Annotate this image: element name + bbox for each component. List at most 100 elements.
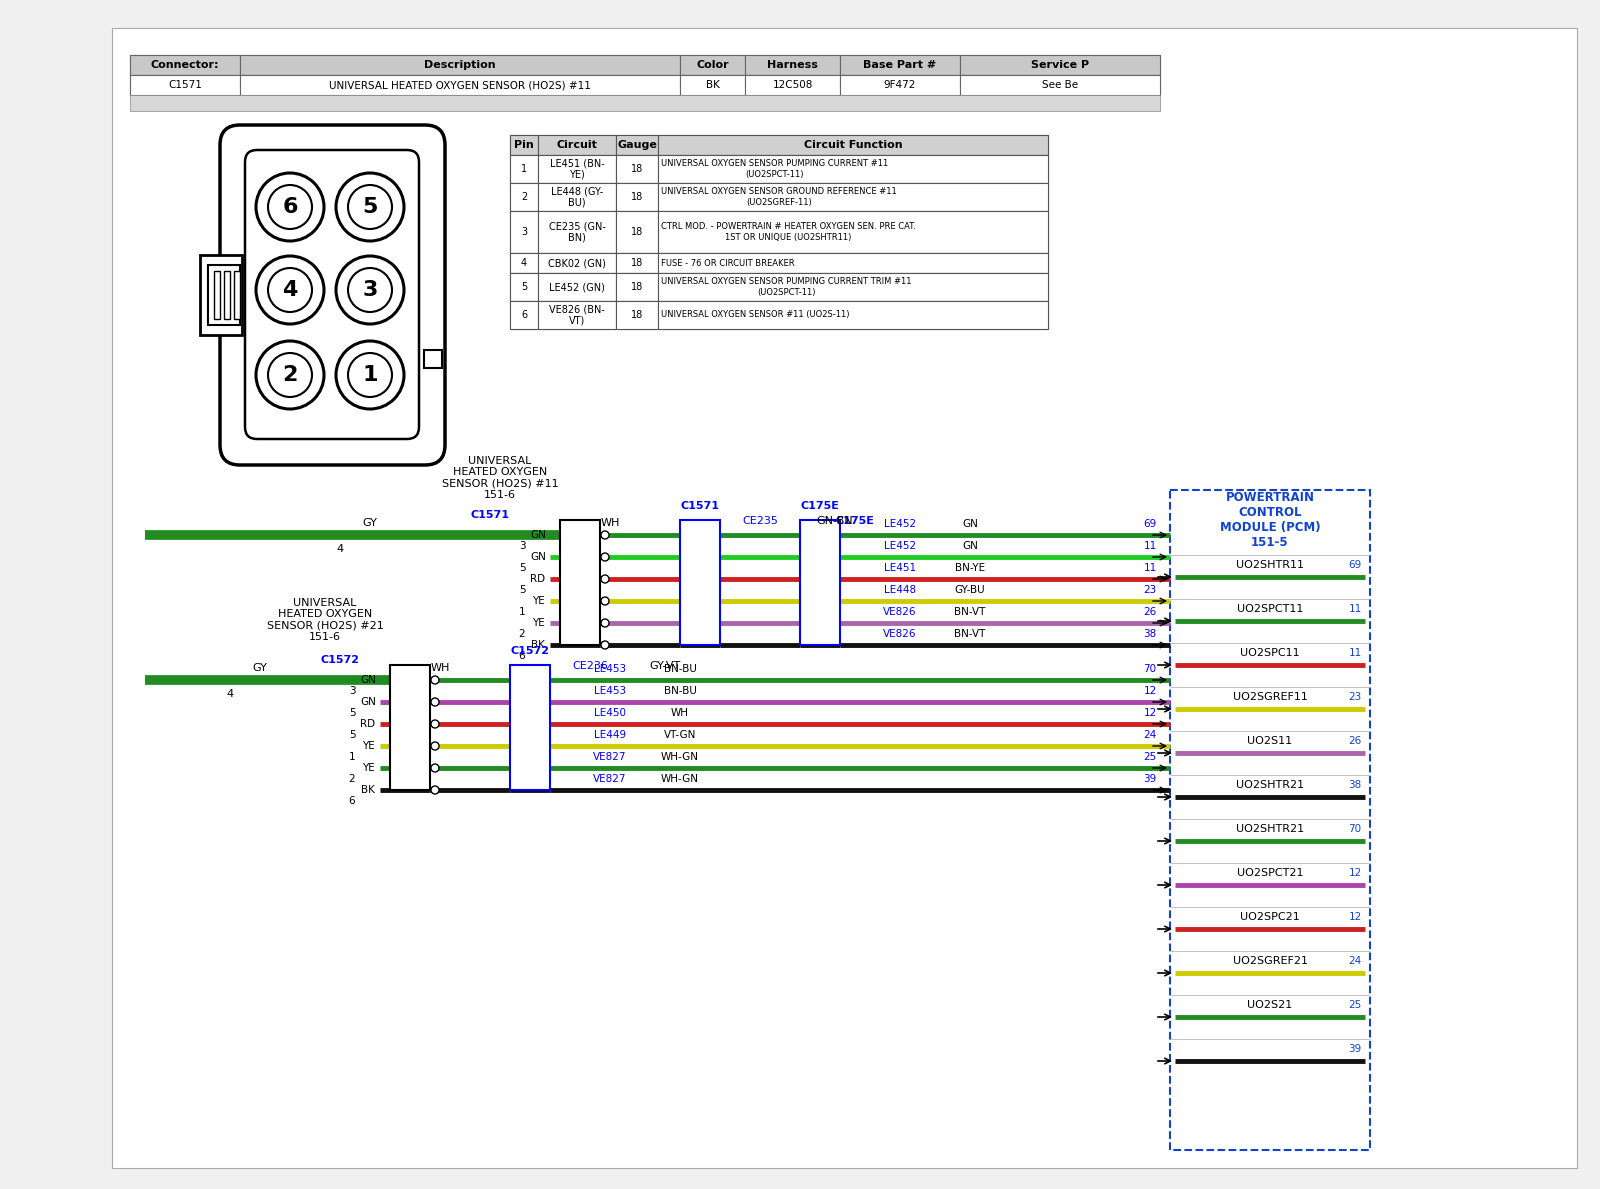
Circle shape: [336, 341, 403, 409]
Text: GN: GN: [360, 675, 376, 685]
Circle shape: [602, 597, 610, 605]
Text: Circuit: Circuit: [557, 140, 597, 150]
Text: GY-VT: GY-VT: [650, 661, 680, 671]
Text: 5: 5: [518, 585, 525, 594]
Text: YE: YE: [531, 596, 544, 606]
FancyBboxPatch shape: [424, 350, 442, 369]
Text: 5: 5: [349, 707, 355, 718]
Text: FUSE - 76 OR CIRCUIT BREAKER: FUSE - 76 OR CIRCUIT BREAKER: [661, 258, 795, 268]
Text: 18: 18: [630, 191, 643, 202]
Text: C1572: C1572: [510, 646, 549, 656]
Circle shape: [269, 185, 312, 229]
Text: VE827: VE827: [594, 751, 627, 762]
Text: Connector:: Connector:: [150, 59, 219, 70]
Circle shape: [349, 268, 392, 312]
Text: WH: WH: [670, 707, 690, 718]
Text: CTRL MOD. - POWERTRAIN # HEATER OXYGEN SEN. PRE CAT.
1ST OR UNIQUE (UO2SHTR11): CTRL MOD. - POWERTRAIN # HEATER OXYGEN S…: [661, 222, 915, 241]
FancyBboxPatch shape: [538, 301, 616, 329]
Text: 70: 70: [1349, 824, 1362, 833]
Circle shape: [430, 786, 438, 794]
Text: 4: 4: [336, 545, 344, 554]
Text: 4: 4: [522, 258, 526, 268]
Text: RD: RD: [531, 574, 546, 584]
Text: 2: 2: [282, 365, 298, 385]
Text: 25: 25: [1144, 751, 1157, 762]
Text: C1571: C1571: [168, 80, 202, 90]
Text: 24: 24: [1349, 956, 1362, 965]
FancyBboxPatch shape: [616, 183, 658, 210]
FancyBboxPatch shape: [746, 75, 840, 95]
Text: 12: 12: [1144, 707, 1157, 718]
Text: LE448: LE448: [883, 585, 917, 594]
Circle shape: [430, 742, 438, 750]
FancyBboxPatch shape: [616, 155, 658, 183]
Text: BN-VT: BN-VT: [954, 608, 986, 617]
FancyBboxPatch shape: [200, 254, 242, 335]
FancyBboxPatch shape: [510, 273, 1048, 301]
FancyBboxPatch shape: [224, 271, 230, 319]
Text: 6: 6: [349, 795, 355, 806]
Text: C1571: C1571: [470, 510, 509, 520]
Text: VE826 (BN-
VT): VE826 (BN- VT): [549, 304, 605, 326]
Text: 24: 24: [1144, 730, 1157, 740]
Circle shape: [349, 353, 392, 397]
Text: LE449: LE449: [594, 730, 626, 740]
Text: UO2SPC21: UO2SPC21: [1240, 912, 1299, 921]
Text: See Be: See Be: [1042, 80, 1078, 90]
Text: BN-BU: BN-BU: [664, 686, 696, 696]
FancyBboxPatch shape: [658, 136, 1048, 155]
Circle shape: [269, 268, 312, 312]
FancyBboxPatch shape: [510, 253, 1048, 273]
Text: 5: 5: [349, 730, 355, 740]
Text: UNIVERSAL
HEATED OXYGEN
SENSOR (HO2S) #21
151-6: UNIVERSAL HEATED OXYGEN SENSOR (HO2S) #2…: [267, 598, 384, 642]
Text: 69: 69: [1349, 560, 1362, 570]
FancyBboxPatch shape: [510, 253, 538, 273]
FancyBboxPatch shape: [840, 55, 960, 75]
FancyBboxPatch shape: [208, 265, 240, 325]
Text: 5: 5: [518, 564, 525, 573]
FancyBboxPatch shape: [538, 136, 616, 155]
FancyBboxPatch shape: [510, 665, 550, 789]
Circle shape: [602, 575, 610, 583]
FancyBboxPatch shape: [510, 183, 538, 210]
FancyBboxPatch shape: [538, 183, 616, 210]
FancyBboxPatch shape: [130, 95, 1160, 111]
FancyBboxPatch shape: [240, 55, 680, 75]
Text: 12: 12: [1349, 868, 1362, 877]
Text: GN: GN: [360, 697, 376, 707]
Text: 2: 2: [349, 774, 355, 784]
FancyBboxPatch shape: [616, 253, 658, 273]
FancyBboxPatch shape: [510, 301, 538, 329]
Text: Circuit Function: Circuit Function: [803, 140, 902, 150]
Text: 18: 18: [630, 164, 643, 174]
Text: GY-BU: GY-BU: [955, 585, 986, 594]
Text: YE: YE: [531, 618, 544, 628]
Text: 23: 23: [1144, 585, 1157, 594]
Text: 6: 6: [518, 652, 525, 661]
Text: GY: GY: [363, 518, 378, 528]
FancyBboxPatch shape: [510, 273, 538, 301]
FancyBboxPatch shape: [800, 520, 840, 644]
FancyBboxPatch shape: [510, 155, 1048, 183]
Text: WH-GN: WH-GN: [661, 774, 699, 784]
Circle shape: [430, 677, 438, 684]
FancyBboxPatch shape: [960, 75, 1160, 95]
Text: 18: 18: [630, 282, 643, 292]
FancyBboxPatch shape: [510, 210, 1048, 253]
Text: Gauge: Gauge: [618, 140, 658, 150]
FancyBboxPatch shape: [510, 136, 538, 155]
Circle shape: [336, 256, 403, 323]
Text: 4: 4: [282, 279, 298, 300]
Text: 3: 3: [518, 541, 525, 551]
Text: UO2SGREF11: UO2SGREF11: [1232, 692, 1307, 702]
FancyBboxPatch shape: [960, 55, 1160, 75]
Circle shape: [602, 641, 610, 649]
FancyBboxPatch shape: [616, 301, 658, 329]
FancyBboxPatch shape: [234, 271, 240, 319]
Text: CE235: CE235: [742, 516, 778, 526]
Text: 38: 38: [1144, 629, 1157, 638]
Text: 11: 11: [1144, 564, 1157, 573]
FancyBboxPatch shape: [538, 273, 616, 301]
Text: UNIVERSAL OXYGEN SENSOR GROUND REFERENCE #11
(UO2SGREF-11): UNIVERSAL OXYGEN SENSOR GROUND REFERENCE…: [661, 188, 896, 207]
Circle shape: [602, 531, 610, 539]
